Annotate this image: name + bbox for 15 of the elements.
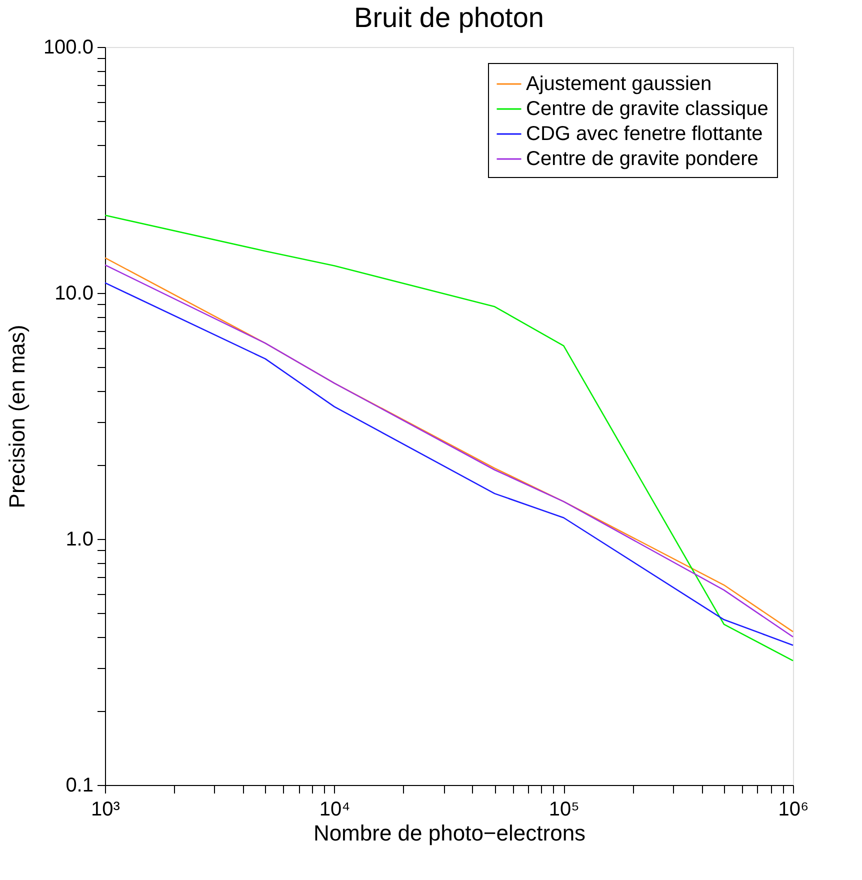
y-tick-label: 1.0 <box>66 528 94 550</box>
legend-label: Centre de gravite pondere <box>526 148 758 170</box>
legend-label: CDG avec fenetre flottante <box>526 123 763 145</box>
x-tick-label: 10⁵ <box>548 798 580 820</box>
y-tick-label: 0.1 <box>66 774 94 796</box>
x-tick-label: 10⁴ <box>319 798 350 820</box>
y-tick-label: 100.0 <box>43 36 94 58</box>
x-axis-title: Nombre de photo−electrons <box>313 820 586 846</box>
legend-label: Centre de gravite classique <box>526 98 768 120</box>
y-tick-label: 10.0 <box>54 282 94 304</box>
legend-label: Ajustement gaussien <box>526 73 712 95</box>
chart-title: Bruit de photon <box>354 2 544 33</box>
y-axis-title: Precision (en mas) <box>4 324 30 508</box>
x-tick-label: 10⁶ <box>778 798 809 820</box>
x-tick-label: 10³ <box>91 798 120 820</box>
